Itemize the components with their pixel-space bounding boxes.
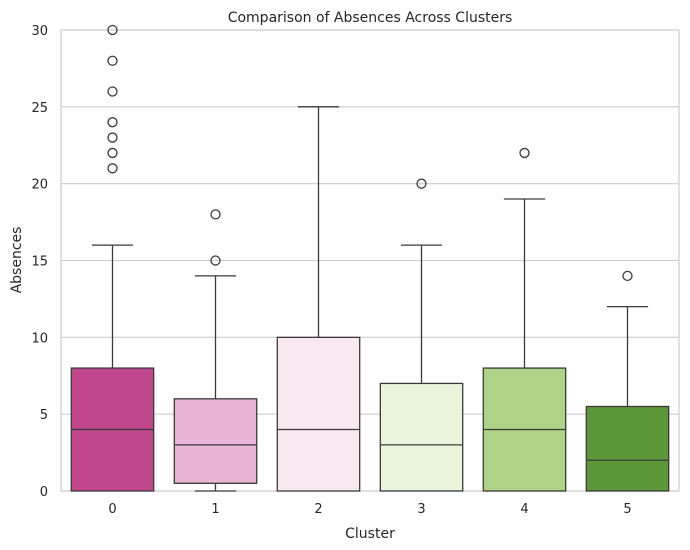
box-cluster-0 [70,24,155,492]
boxes-layer [70,24,670,492]
outlier-point [107,117,118,128]
iqr-box [173,398,258,484]
x-tick-label: 5 [623,502,631,517]
iqr-box [585,405,670,492]
box-cluster-4 [482,147,567,492]
y-tick-label: 15 [31,255,48,270]
chart-title: Comparison of Absences Across Clusters [228,10,513,26]
y-tick-label: 25 [31,101,48,116]
outlier-point [107,24,118,36]
y-tick-labels: 0 5 10 15 20 25 30 [31,24,48,500]
x-tick-label: 4 [520,502,528,517]
y-tick-label: 20 [31,178,48,193]
y-tick-label: 0 [40,485,48,500]
box-cluster-1 [173,209,258,492]
y-tick-label: 10 [31,331,48,346]
outlier-point [107,86,118,97]
x-tick-label: 1 [211,502,219,517]
outlier-point [210,209,221,220]
x-tick-labels: 0 1 2 3 4 5 [108,502,631,517]
box-cluster-5 [585,270,670,492]
outlier-point [107,147,118,159]
y-axis-label: Absences [9,227,25,294]
y-tick-label: 5 [40,408,48,423]
grid-lines [61,29,679,492]
outlier-point [107,132,118,143]
outlier-point [416,178,427,189]
outlier-point [107,55,118,66]
outlier-point [210,255,221,266]
outlier-point [519,147,530,159]
outlier-point [622,270,633,282]
outlier-point [107,163,118,174]
x-tick-label: 3 [417,502,425,517]
iqr-box [276,336,361,492]
box-cluster-3 [379,178,464,492]
x-axis-label: Cluster [345,526,395,542]
x-tick-label: 2 [314,502,322,517]
iqr-box [379,382,464,492]
y-tick-label: 30 [31,24,48,39]
x-tick-label: 0 [108,502,116,517]
box-cluster-2 [276,106,361,492]
